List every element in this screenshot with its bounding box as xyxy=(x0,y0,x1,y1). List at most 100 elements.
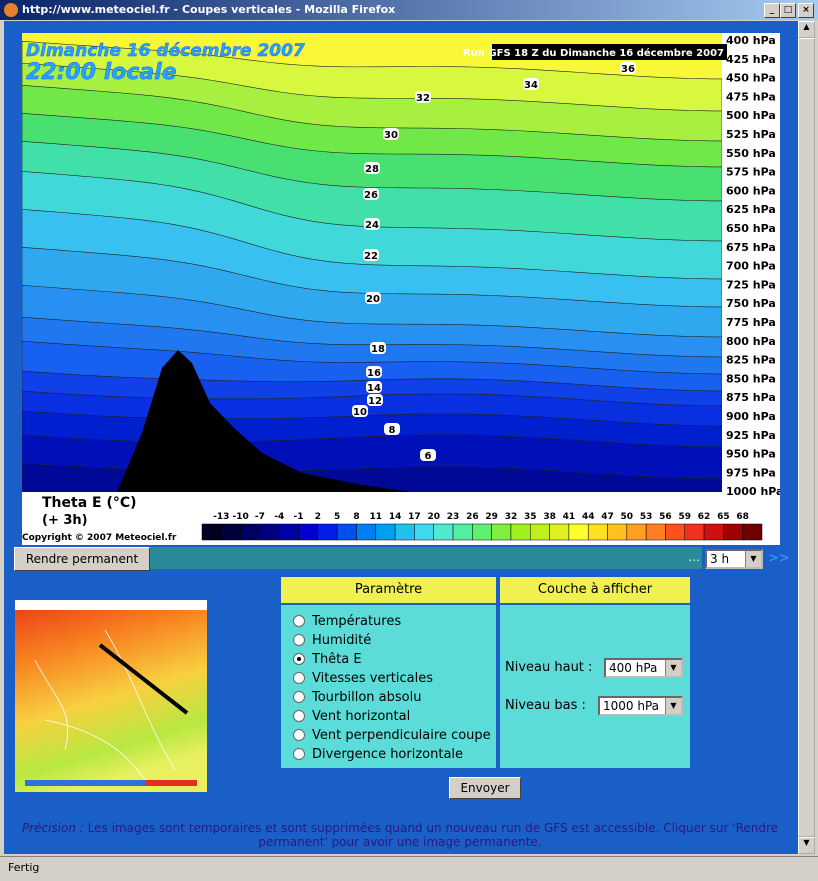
colorbar-cell xyxy=(510,523,531,541)
contour-label: 16 xyxy=(367,368,381,379)
note: Précision : Les images sont temporaires … xyxy=(10,821,790,849)
colorbar-label: 11 xyxy=(370,512,383,522)
level-label: 450 hPa xyxy=(726,72,776,85)
level-label: 525 hPa xyxy=(726,128,776,141)
colorbar-label: 29 xyxy=(485,512,498,522)
colorbar-label: 53 xyxy=(640,512,653,522)
level-label: 850 hPa xyxy=(726,372,776,385)
thumb-header xyxy=(15,600,207,610)
colorbar-label: 68 xyxy=(736,512,749,522)
layer-panel: Niveau haut : 400 hPa ▼ Niveau bas : 1000… xyxy=(500,605,690,768)
thumb-colorbar xyxy=(25,780,197,786)
colorbar-cell xyxy=(221,523,241,541)
level-label: 950 hPa xyxy=(726,448,776,461)
contour-label: 18 xyxy=(371,344,385,355)
level-label: 775 hPa xyxy=(726,316,776,329)
level-label: 1000 hPa xyxy=(726,485,780,498)
select-arrow[interactable]: ▼ xyxy=(745,551,761,567)
contour-label: 36 xyxy=(621,64,635,75)
level-label: 725 hPa xyxy=(726,278,776,291)
colorbar-label: 50 xyxy=(621,512,634,522)
colorbar-cell xyxy=(530,523,550,541)
select-arrow[interactable]: ▼ xyxy=(665,660,681,676)
level-label: 575 hPa xyxy=(726,166,776,179)
colorbar-label: 32 xyxy=(505,512,518,522)
level-label: 975 hPa xyxy=(726,466,776,479)
contour-label-bg xyxy=(415,91,431,103)
colorbar-cell xyxy=(645,523,666,541)
next-link[interactable]: >> xyxy=(768,551,790,566)
level-label: 425 hPa xyxy=(726,53,776,66)
contour-label-bg xyxy=(366,381,382,393)
colorbar-label: 41 xyxy=(563,512,576,522)
colorbar-cell xyxy=(201,523,222,541)
contour-label: 28 xyxy=(365,164,379,175)
colorbar-cell xyxy=(703,523,724,541)
contour-label-bg xyxy=(370,342,386,354)
level-label: 650 hPa xyxy=(726,222,776,235)
run-label: Run GFS 18 Z du Dimanche 16 décembre 200… xyxy=(463,47,724,59)
contour-label-bg xyxy=(365,292,381,304)
colorbar-cell xyxy=(452,523,473,541)
param-panel: Températures Humidité Thêta E Vitesses vert… xyxy=(281,605,496,768)
firefox-icon xyxy=(4,3,18,17)
scroll-down[interactable]: ▼ xyxy=(798,837,815,854)
permanent-button[interactable]: Rendre permanent xyxy=(14,547,150,571)
radio-button[interactable] xyxy=(293,748,305,760)
option-label: Thêta E xyxy=(312,652,362,667)
map-thumbnail[interactable] xyxy=(15,600,207,792)
contour-label: 34 xyxy=(524,80,538,91)
radio-button[interactable] xyxy=(293,691,305,703)
contour-label: 30 xyxy=(384,130,398,141)
colorbar-label: 59 xyxy=(678,512,691,522)
option-label: Humidité xyxy=(312,633,372,648)
colorbar-label: 14 xyxy=(389,512,402,522)
close-button[interactable]: × xyxy=(798,3,814,18)
submit-button[interactable]: Envoyer xyxy=(449,777,521,799)
level-label: 900 hPa xyxy=(726,410,776,423)
level-label: 500 hPa xyxy=(726,109,776,122)
colorbar-cell xyxy=(259,523,280,541)
radio-button[interactable] xyxy=(293,634,305,646)
colorbar-label: 20 xyxy=(427,512,440,522)
option-label: Vent perpendiculaire coupe xyxy=(312,728,491,743)
colorbar-label: 23 xyxy=(447,512,460,522)
contour-label-bg xyxy=(523,78,539,90)
colorbar-cell xyxy=(298,523,319,541)
level-label: 675 hPa xyxy=(726,241,776,254)
copyright: Copyright © 2007 Meteociel.fr xyxy=(22,533,177,543)
thumb-isolines xyxy=(34,629,176,781)
contour-label-bg xyxy=(383,128,399,140)
radio-button[interactable] xyxy=(293,729,305,741)
colorbar-cell xyxy=(665,523,686,541)
radio-button[interactable] xyxy=(293,615,305,627)
contour-label-bg xyxy=(363,188,379,200)
radio-button[interactable] xyxy=(293,710,305,722)
radio-button[interactable] xyxy=(293,672,305,684)
colorbar-label: 65 xyxy=(717,512,730,522)
option-label: Vent horizontal xyxy=(312,709,411,724)
scroll-thumb[interactable] xyxy=(798,38,815,837)
run-bg xyxy=(492,44,727,60)
colorbar-label: -13 xyxy=(213,512,229,522)
thumb-section-line xyxy=(98,643,189,715)
contour-label-bg xyxy=(620,62,636,74)
colorbar-label: 2 xyxy=(315,512,321,522)
scrollbar[interactable]: ▲ ▼ xyxy=(798,21,815,854)
colorbar-label: 26 xyxy=(466,512,479,522)
contour-label: 32 xyxy=(416,93,430,104)
level-label: 625 hPa xyxy=(726,203,776,216)
contour-label: 12 xyxy=(368,396,382,407)
level-high-select[interactable]: 400 hPa ▼ xyxy=(604,658,683,678)
scroll-up[interactable]: ▲ xyxy=(798,21,815,38)
maximize-button[interactable]: □ xyxy=(780,3,796,18)
minimize-button[interactable]: _ xyxy=(764,3,780,18)
contour-label-bg xyxy=(367,394,383,406)
level-low-select[interactable]: 1000 hPa ▼ xyxy=(598,696,683,716)
radio-button[interactable] xyxy=(293,653,305,665)
select-arrow[interactable]: ▼ xyxy=(665,698,681,714)
colorbar-label: 38 xyxy=(543,512,556,522)
status-text: Fertig xyxy=(8,861,40,874)
step-select[interactable]: 3 h ▼ xyxy=(705,549,763,569)
